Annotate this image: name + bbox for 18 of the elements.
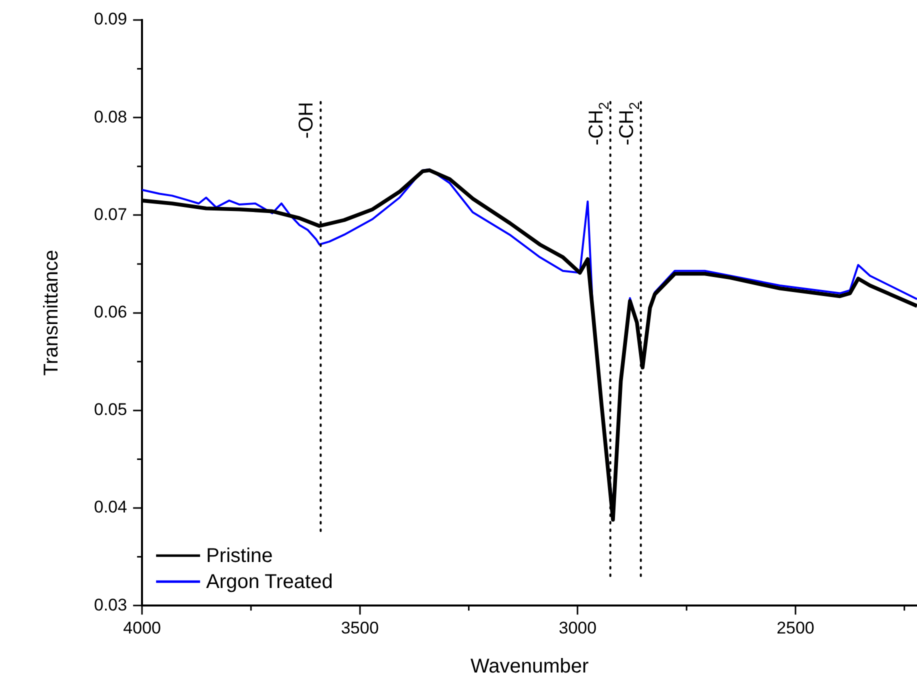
y-tick-label: 0.03 <box>94 595 128 614</box>
x-tick-label: 4000 <box>123 618 161 638</box>
x-axis-title: Wavenumber <box>470 656 589 678</box>
y-tick-label: 0.04 <box>94 498 128 517</box>
y-tick-label: 0.05 <box>94 400 128 420</box>
x-tick-label: 3000 <box>558 618 597 638</box>
ref-line-label: -OH <box>296 102 318 139</box>
ref-line-label: -CH2 <box>585 102 612 146</box>
ref-line-label: -CH2 <box>616 102 642 146</box>
legend-label: Argon Treated <box>206 571 333 594</box>
x-tick-label: 2500 <box>776 618 814 638</box>
y-tick-label: 0.07 <box>94 204 128 224</box>
y-tick-label: 0.06 <box>94 302 128 322</box>
legend-label: Pristine <box>206 545 273 568</box>
y-tick-label: 0.09 <box>94 10 128 29</box>
y-axis-title: Transmittance <box>40 250 63 376</box>
x-tick-label: 3500 <box>340 618 379 638</box>
y-tick-label: 0.08 <box>94 107 128 126</box>
